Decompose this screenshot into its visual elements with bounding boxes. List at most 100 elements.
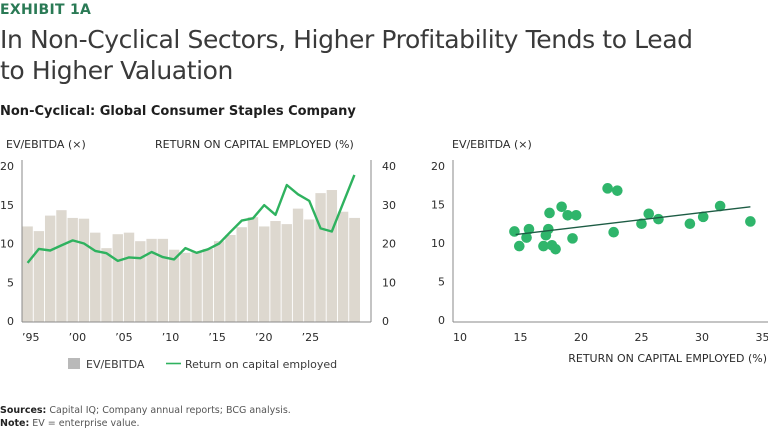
scatter-y-tick-label: 0 [438, 314, 445, 327]
bar [348, 217, 360, 322]
sources-label: Sources: [0, 405, 47, 416]
scatter-chart: EV/EBITDA (×) 0 5 10 15 20 10 15 20 25 30 35 RETU… [431, 138, 768, 365]
x-tick-label: ’95 [22, 331, 40, 344]
bar [67, 217, 79, 322]
x-tick-label: ’00 [69, 331, 87, 344]
bar [224, 234, 237, 322]
scatter-point [745, 216, 756, 227]
bar [100, 248, 113, 322]
x-tick-label: ’05 [115, 331, 133, 344]
scatter-x-tick-label: 30 [695, 331, 709, 344]
scatter-point [608, 226, 619, 238]
scatter-point [653, 213, 664, 225]
scatter-x-tick-label: 35 [756, 331, 768, 344]
chart-subtitle: Non-Cyclical: Global Consumer Staples Co… [0, 104, 356, 119]
bar [44, 215, 56, 322]
right-y-tick-label: 10 [382, 276, 396, 289]
bar [134, 241, 146, 322]
bar [55, 210, 68, 322]
scatter-point [612, 185, 623, 196]
scatter-x-ticks: 10 15 20 25 30 35 [453, 331, 768, 344]
scatter-y-tick-label: 10 [431, 237, 445, 250]
scatter-x-axis-title: RETURN ON CAPITAL EMPLOYED (%) [568, 352, 767, 365]
bar [179, 252, 191, 322]
legend: EV/EBITDA Return on capital employed [68, 358, 337, 371]
scatter-point [550, 243, 561, 255]
bar [33, 231, 45, 322]
bar [123, 232, 135, 322]
right-y-tick-label: 0 [382, 315, 389, 328]
scatter-y-axis-title: EV/EBITDA (×) [452, 138, 532, 151]
bar [281, 224, 293, 322]
bar [247, 217, 259, 322]
scatter-y-tick-label: 20 [431, 160, 445, 173]
legend-label-ev-ebitda: EV/EBITDA [86, 358, 145, 371]
x-tick-label: ’25 [302, 331, 320, 344]
bar-series [22, 190, 360, 322]
scatter-point [513, 240, 525, 252]
x-ticks: ’95 ’00 ’05 ’10 ’15 ’20 ’25 [22, 331, 319, 344]
x-tick-label: ’20 [255, 331, 273, 344]
bar [89, 232, 101, 322]
bar [145, 238, 158, 322]
bar [78, 218, 90, 322]
legend-label-roce: Return on capital employed [185, 358, 337, 371]
scatter-point [556, 201, 567, 213]
scatter-x-tick-label: 20 [574, 331, 588, 344]
scatter-point [643, 208, 655, 220]
bar [314, 193, 327, 322]
scatter-point [714, 200, 726, 212]
bar [326, 190, 338, 322]
left-y-axis-title: EV/EBITDA (×) [6, 138, 86, 151]
right-y-tick-label: 20 [382, 238, 396, 251]
scatter-y-ticks: 0 5 10 15 20 [431, 160, 445, 327]
trend-line [515, 206, 751, 236]
bar [292, 208, 304, 322]
left-y-tick-label: 10 [0, 238, 14, 251]
combo-chart: EV/EBITDA (×) RETURN ON CAPITAL EMPLOYED… [0, 138, 396, 371]
right-y-ticks: 0 10 20 30 40 [382, 160, 396, 328]
left-y-ticks: 0 5 10 15 20 [0, 160, 14, 328]
bar [269, 221, 282, 322]
bar [236, 227, 248, 322]
scatter-point [562, 209, 573, 221]
bar [202, 248, 214, 322]
scatter-x-tick-label: 25 [635, 331, 649, 344]
bar [22, 226, 34, 322]
scatter-point [523, 223, 535, 235]
sources-line: Sources: Capital IQ; Company annual repo… [0, 405, 291, 416]
bar [157, 238, 169, 322]
scatter-point [602, 183, 613, 194]
bar [303, 219, 315, 322]
bar [168, 249, 180, 322]
scatter-point [567, 233, 578, 244]
scatter-point [521, 232, 532, 243]
scatter-point [509, 226, 520, 237]
bar [191, 252, 203, 322]
bar-dividers [32, 161, 350, 322]
note-line: Note: EV = enterprise value. [0, 418, 140, 429]
scatter-x-tick-label: 10 [453, 331, 467, 344]
sources-text: Capital IQ; Company annual reports; BCG … [46, 405, 291, 416]
scatter-point [697, 211, 709, 223]
scatter-point [636, 218, 647, 230]
right-y-axis-title: RETURN ON CAPITAL EMPLOYED (%) [155, 138, 354, 151]
roce-line [26, 174, 356, 264]
x-tick-label: ’15 [208, 331, 226, 344]
left-y-tick-label: 0 [7, 315, 14, 328]
left-y-tick-label: 5 [7, 276, 14, 289]
scatter-point [570, 209, 582, 221]
left-y-tick-label: 15 [0, 199, 14, 212]
scatter-point [540, 230, 552, 241]
scatter-points [509, 183, 756, 255]
scatter-point [684, 218, 696, 230]
bar [112, 234, 124, 322]
chart-title: In Non-Cyclical Sectors, Higher Profitab… [0, 25, 693, 85]
note-label: Note: [0, 418, 30, 429]
right-y-tick-label: 30 [382, 199, 396, 212]
note-text: EV = enterprise value. [29, 418, 140, 429]
exhibit-label: EXHIBIT 1A [0, 2, 92, 18]
scatter-y-tick-label: 15 [431, 199, 445, 212]
scatter-y-tick-label: 5 [438, 276, 445, 289]
